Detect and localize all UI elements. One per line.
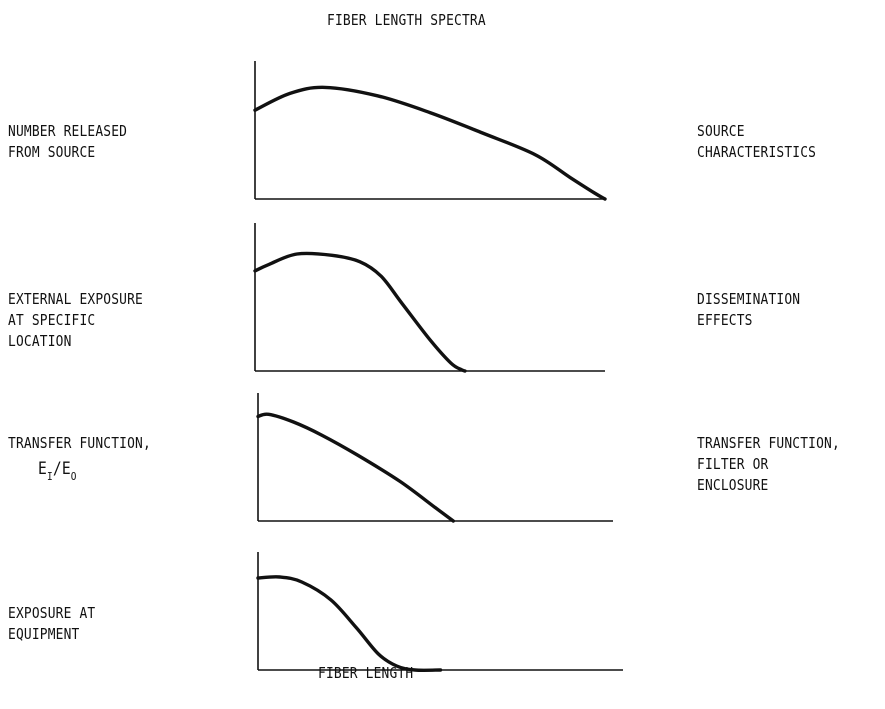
panel-4-curve: [256, 575, 443, 673]
ratio-slash: /: [52, 459, 62, 479]
panel-1-right-label-line-1: SOURCE: [697, 122, 745, 140]
ratio-denominator-subscript: O: [70, 470, 77, 483]
panel-2-right-label: DISSEMINATION EFFECTS: [697, 289, 800, 331]
panel-2-left-label-line-1: EXTERNAL EXPOSURE: [8, 290, 143, 308]
panel-3-curve: [256, 412, 455, 523]
panel-1-left-label-line-1: NUMBER RELEASED: [8, 122, 128, 140]
panel-3-right-label: TRANSFER FUNCTION, FILTER OR ENCLOSURE: [697, 433, 840, 496]
panel-3-right-label-line-3: ENCLOSURE: [697, 476, 769, 494]
panel-2-plot: [253, 223, 605, 373]
ratio-numerator-subscript: I: [46, 470, 53, 483]
panel-3-left-label: TRANSFER FUNCTION,: [8, 433, 151, 454]
panel-1-right-label-line-2: CHARACTERISTICS: [697, 143, 817, 161]
panel-2-curve: [253, 251, 467, 373]
panel-3-right-label-line-1: TRANSFER FUNCTION,: [697, 434, 840, 452]
panel-1-right-label: SOURCE CHARACTERISTICS: [697, 121, 816, 163]
panel-3-left-label-line-1: TRANSFER FUNCTION,: [8, 434, 151, 452]
panel-1-plot: [253, 61, 607, 201]
panel-4-left-label-line-2: EQUIPMENT: [8, 625, 80, 643]
ratio-denominator-symbol: E: [61, 459, 71, 479]
panel-2-left-label-line-3: LOCATION: [8, 332, 72, 350]
panel-2-left-label-line-2: AT SPECIFIC: [8, 311, 96, 329]
panel-2-right-label-line-2: EFFECTS: [697, 311, 753, 329]
panel-3-plot: [256, 393, 613, 523]
panel-2-left-label: EXTERNAL EXPOSURE AT SPECIFIC LOCATION: [8, 289, 143, 352]
panel-4-plot: [256, 552, 623, 673]
panel-4-left-label: EXPOSURE AT EQUIPMENT: [8, 603, 95, 645]
x-axis-label: FIBER LENGTH: [318, 664, 414, 682]
panel-1-left-label-line-2: FROM SOURCE: [8, 143, 96, 161]
panel-1-left-label: NUMBER RELEASED FROM SOURCE: [8, 121, 127, 163]
panel-1-curve: [253, 85, 607, 201]
ratio-numerator-symbol: E: [38, 459, 47, 479]
panel-3-right-label-line-2: FILTER OR: [697, 455, 769, 473]
figure-title: FIBER LENGTH SPECTRA: [327, 11, 486, 29]
panel-3-ratio-formula: EI/EO: [38, 459, 77, 483]
panel-2-right-label-line-1: DISSEMINATION: [697, 290, 801, 308]
panel-4-left-label-line-1: EXPOSURE AT: [8, 604, 96, 622]
